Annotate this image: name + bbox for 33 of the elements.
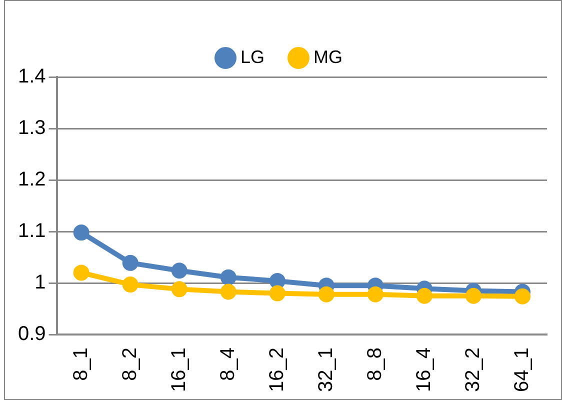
point	[465, 288, 482, 304]
x-tick-label: 8_8	[364, 348, 386, 381]
y-tick-label: 1.3	[18, 117, 46, 140]
x-tick-label: 32_1	[314, 348, 337, 392]
x-tick-label: 32_2	[462, 348, 484, 392]
x-tick-label: 8_1	[70, 348, 92, 381]
x-tick-label: 8_2	[118, 348, 141, 381]
x-tick-label: 16_4	[412, 348, 435, 392]
point	[416, 288, 432, 304]
point	[269, 272, 286, 289]
point	[220, 284, 236, 300]
legend-label: LG	[240, 46, 265, 67]
point	[122, 254, 138, 271]
x-tick-label: 16_2	[266, 348, 288, 392]
point	[318, 286, 334, 302]
y-tick-label: 1.2	[18, 168, 46, 191]
point	[73, 224, 90, 241]
y-tick-label: 1	[34, 272, 46, 294]
point	[73, 264, 90, 281]
point	[367, 286, 384, 302]
point	[171, 262, 188, 279]
y-tick-label: 1.1	[18, 220, 46, 242]
x-tick-label: 64_1	[511, 348, 534, 392]
legend-label: MG	[314, 46, 343, 67]
y-tick-label: 1.4	[18, 66, 46, 88]
x-tick-label: 8_4	[216, 348, 239, 381]
point	[514, 288, 530, 304]
x-tick-label: 16_1	[168, 348, 190, 392]
point	[122, 276, 138, 293]
y-tick-label: 0.9	[18, 323, 46, 346]
point	[269, 285, 286, 302]
point	[171, 281, 188, 298]
point	[220, 269, 236, 286]
